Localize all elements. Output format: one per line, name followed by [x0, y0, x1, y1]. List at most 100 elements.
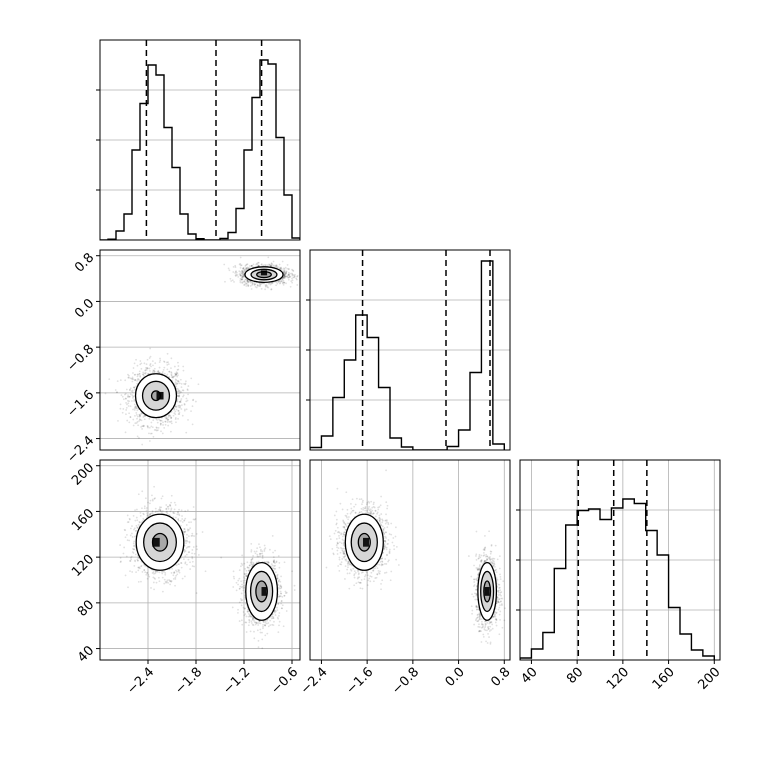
sample-point	[134, 406, 137, 409]
sample-point	[134, 379, 137, 381]
sample-point	[148, 426, 151, 429]
sample-point	[141, 490, 144, 493]
sample-point	[240, 562, 243, 565]
sample-point	[154, 507, 157, 510]
sample-point	[137, 373, 139, 376]
sample-point	[268, 282, 271, 285]
sample-point	[133, 548, 135, 551]
sample-point	[178, 394, 180, 397]
sample-point	[177, 361, 179, 364]
sample-point	[255, 286, 258, 289]
sample-point	[181, 515, 183, 517]
sample-point	[249, 281, 252, 284]
sample-point	[278, 624, 280, 627]
sample-point	[265, 284, 268, 287]
sample-point	[250, 559, 253, 561]
sample-point	[127, 395, 130, 398]
sample-point	[275, 571, 277, 574]
sample-point	[240, 278, 243, 281]
sample-point	[250, 542, 253, 545]
sample-point	[285, 282, 287, 285]
sample-point	[174, 373, 177, 376]
sample-point	[258, 543, 260, 546]
sample-point	[191, 423, 194, 426]
sample-point	[287, 273, 290, 276]
sample-point	[185, 380, 187, 383]
sample-point	[170, 371, 173, 374]
sample-point	[142, 425, 144, 428]
sample-point	[242, 273, 245, 275]
sample-point	[283, 281, 286, 284]
sample-point	[251, 557, 254, 560]
sample-point	[185, 400, 188, 403]
sample-point	[190, 410, 192, 413]
sample-point	[177, 518, 180, 520]
sample-point	[242, 274, 245, 277]
sample-point	[183, 548, 186, 551]
sample-point	[204, 570, 207, 573]
sample-point	[280, 607, 283, 610]
sample-point	[137, 581, 140, 583]
sample-point	[241, 275, 244, 278]
sample-point	[169, 505, 172, 507]
histogram-bin	[284, 195, 292, 240]
sample-point	[272, 617, 275, 620]
sample-point	[180, 398, 183, 400]
sample-point	[177, 409, 180, 412]
sample-point	[166, 419, 169, 422]
sample-point	[166, 505, 169, 508]
sample-point	[143, 414, 146, 417]
sample-point	[288, 275, 291, 278]
sample-point	[163, 582, 166, 585]
sample-point	[284, 273, 287, 276]
sample-point	[179, 406, 182, 409]
sample-point	[186, 389, 189, 392]
sample-point	[143, 414, 146, 417]
sample-point	[240, 272, 243, 274]
sample-point	[142, 373, 144, 376]
sample-point	[174, 413, 177, 416]
sample-point	[272, 560, 275, 563]
sample-point	[169, 504, 171, 506]
sample-point	[149, 502, 151, 505]
sample-point	[180, 509, 183, 512]
contour-line	[141, 380, 171, 411]
sample-point	[148, 440, 151, 442]
sample-point	[245, 282, 248, 285]
sample-point	[140, 412, 143, 415]
sample-point	[246, 566, 249, 569]
cluster-1	[223, 256, 299, 291]
sample-point	[138, 418, 141, 421]
sample-point	[173, 407, 176, 410]
sample-point	[177, 395, 179, 398]
sample-point	[243, 584, 245, 587]
sample-point	[170, 416, 173, 419]
sample-point	[239, 585, 242, 588]
sample-point	[135, 406, 138, 409]
sample-point	[133, 544, 136, 547]
sample-point	[197, 383, 200, 386]
sample-point	[186, 528, 189, 531]
sample-point	[175, 569, 177, 572]
sample-point	[237, 608, 239, 611]
sample-point	[190, 521, 192, 524]
sample-point	[237, 275, 240, 278]
sample-point	[245, 285, 248, 287]
sample-point	[138, 414, 141, 417]
sample-point	[125, 409, 128, 411]
sample-point	[136, 407, 138, 410]
sample-point	[172, 414, 175, 417]
sample-point	[187, 393, 189, 396]
histogram-step-line	[100, 59, 300, 240]
sample-point	[282, 270, 285, 273]
sample-point	[170, 572, 173, 574]
sample-point	[172, 511, 175, 514]
sample-point	[158, 366, 161, 369]
sample-point	[275, 560, 278, 563]
sample-point	[275, 280, 278, 283]
sample-point	[135, 413, 138, 416]
sample-point	[240, 604, 243, 607]
sample-point	[139, 514, 142, 517]
cluster-0	[104, 347, 200, 446]
sample-point	[133, 409, 136, 411]
